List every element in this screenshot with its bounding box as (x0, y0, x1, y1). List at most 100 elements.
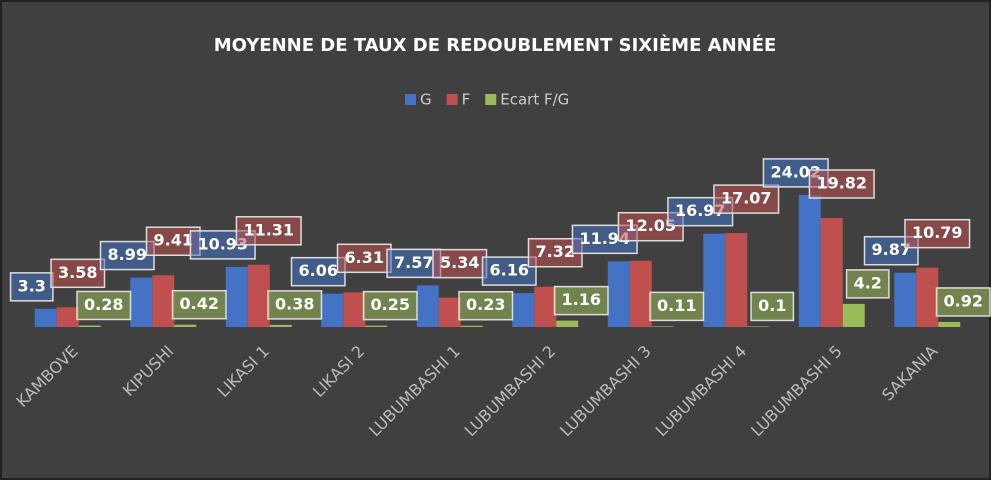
bar (629, 260, 652, 327)
data-label-text: 0.28 (84, 295, 123, 314)
data-label: 3.58 (50, 258, 106, 289)
data-label-box (904, 218, 971, 249)
data-label: 0.1 (750, 291, 795, 322)
data-label-text: 9.87 (872, 240, 911, 259)
bar (798, 194, 821, 327)
data-label: 0.38 (267, 290, 323, 320)
data-label-box (336, 243, 392, 274)
data-label: 0.25 (362, 290, 418, 321)
data-label: 6.31 (336, 243, 392, 274)
data-label: 1.16 (553, 285, 609, 316)
bar (607, 261, 630, 327)
data-label: 0.28 (76, 290, 132, 321)
data-label-text: 6.06 (299, 261, 338, 280)
bar (534, 286, 557, 327)
data-label-box (845, 269, 890, 299)
bar (842, 303, 865, 327)
data-label-text: 4.2 (854, 273, 882, 292)
bar (747, 326, 770, 327)
data-label-text: 7.57 (394, 253, 433, 272)
data-label: 0.23 (458, 290, 514, 321)
data-label-text: 0.23 (466, 295, 505, 314)
bar (365, 325, 388, 327)
data-label: 3.3 (9, 272, 54, 302)
data-label-text: 8.99 (108, 245, 147, 264)
data-label-text: 0.42 (180, 294, 219, 313)
data-label: 6.06 (290, 256, 346, 287)
data-label-box (935, 287, 991, 317)
data-label-box (290, 256, 346, 287)
data-label-box (750, 291, 795, 322)
data-label-text: 6.31 (345, 248, 384, 267)
data-label: 5.34 (432, 248, 488, 279)
data-label-box (386, 248, 442, 279)
data-label: 6.16 (481, 256, 537, 286)
data-label-box (458, 290, 514, 321)
data-label: 17.07 (713, 184, 780, 214)
data-label-box (76, 290, 132, 321)
bar (725, 233, 748, 327)
data-label: 11.31 (235, 216, 302, 246)
bar (556, 320, 579, 327)
data-label-box (235, 216, 302, 246)
data-label-text: 7.32 (536, 242, 575, 261)
bar (174, 324, 197, 327)
data-label-text: 10.93 (197, 234, 248, 253)
data-label-text: 0.38 (275, 294, 314, 313)
data-label-text: 5.34 (440, 253, 479, 272)
data-label-text: 24.02 (770, 162, 821, 181)
data-label-text: 3.3 (18, 276, 46, 295)
data-label-text: 0.92 (944, 291, 983, 310)
data-label-text: 0.1 (758, 296, 786, 315)
data-label-text: 1.16 (562, 290, 601, 309)
legend-swatch (405, 94, 416, 105)
data-label-box (432, 248, 488, 279)
data-label: 9.87 (863, 235, 919, 266)
legend-label: F (462, 91, 471, 109)
data-label: 7.57 (386, 248, 442, 279)
bar (152, 275, 175, 327)
bar (651, 326, 674, 327)
data-label-box (50, 258, 106, 289)
legend-label: G (420, 91, 432, 109)
legend-label: Ecart F/G (500, 91, 569, 109)
data-label-box (362, 290, 418, 321)
bar (321, 293, 344, 327)
bar (247, 264, 270, 327)
bar (269, 324, 292, 327)
bar (820, 217, 843, 327)
data-label-text: 0.11 (657, 296, 696, 315)
data-label: 0.42 (171, 289, 227, 320)
bar (703, 233, 726, 327)
data-label-text: 17.07 (721, 189, 772, 208)
bar (916, 267, 939, 327)
data-label-box (863, 235, 919, 266)
data-label: 8.99 (99, 240, 155, 271)
data-label: 0.92 (935, 287, 991, 317)
bar (343, 292, 366, 327)
data-label: 4.2 (845, 269, 890, 299)
data-label-text: 3.58 (58, 263, 97, 282)
legend-swatch (485, 94, 497, 105)
data-label: 0.11 (649, 291, 705, 322)
data-label-box (713, 184, 780, 214)
bar (34, 308, 57, 327)
data-label: 12.05 (617, 211, 684, 242)
bar (225, 266, 248, 327)
data-label-text: 11.31 (243, 220, 294, 239)
data-label-box (808, 169, 875, 199)
data-label-box (553, 285, 609, 316)
data-label-text: 6.16 (490, 261, 529, 280)
data-label-box (99, 240, 155, 271)
data-label-box (649, 291, 705, 322)
bar (512, 293, 535, 327)
bar (460, 325, 483, 327)
chart-title: MOYENNE DE TAUX DE REDOUBLEMENT SIXIÈME … (214, 34, 777, 56)
data-label-box (481, 256, 537, 286)
bar (416, 285, 439, 327)
bar (894, 272, 917, 327)
data-label-box (267, 290, 323, 320)
bar (56, 307, 79, 327)
